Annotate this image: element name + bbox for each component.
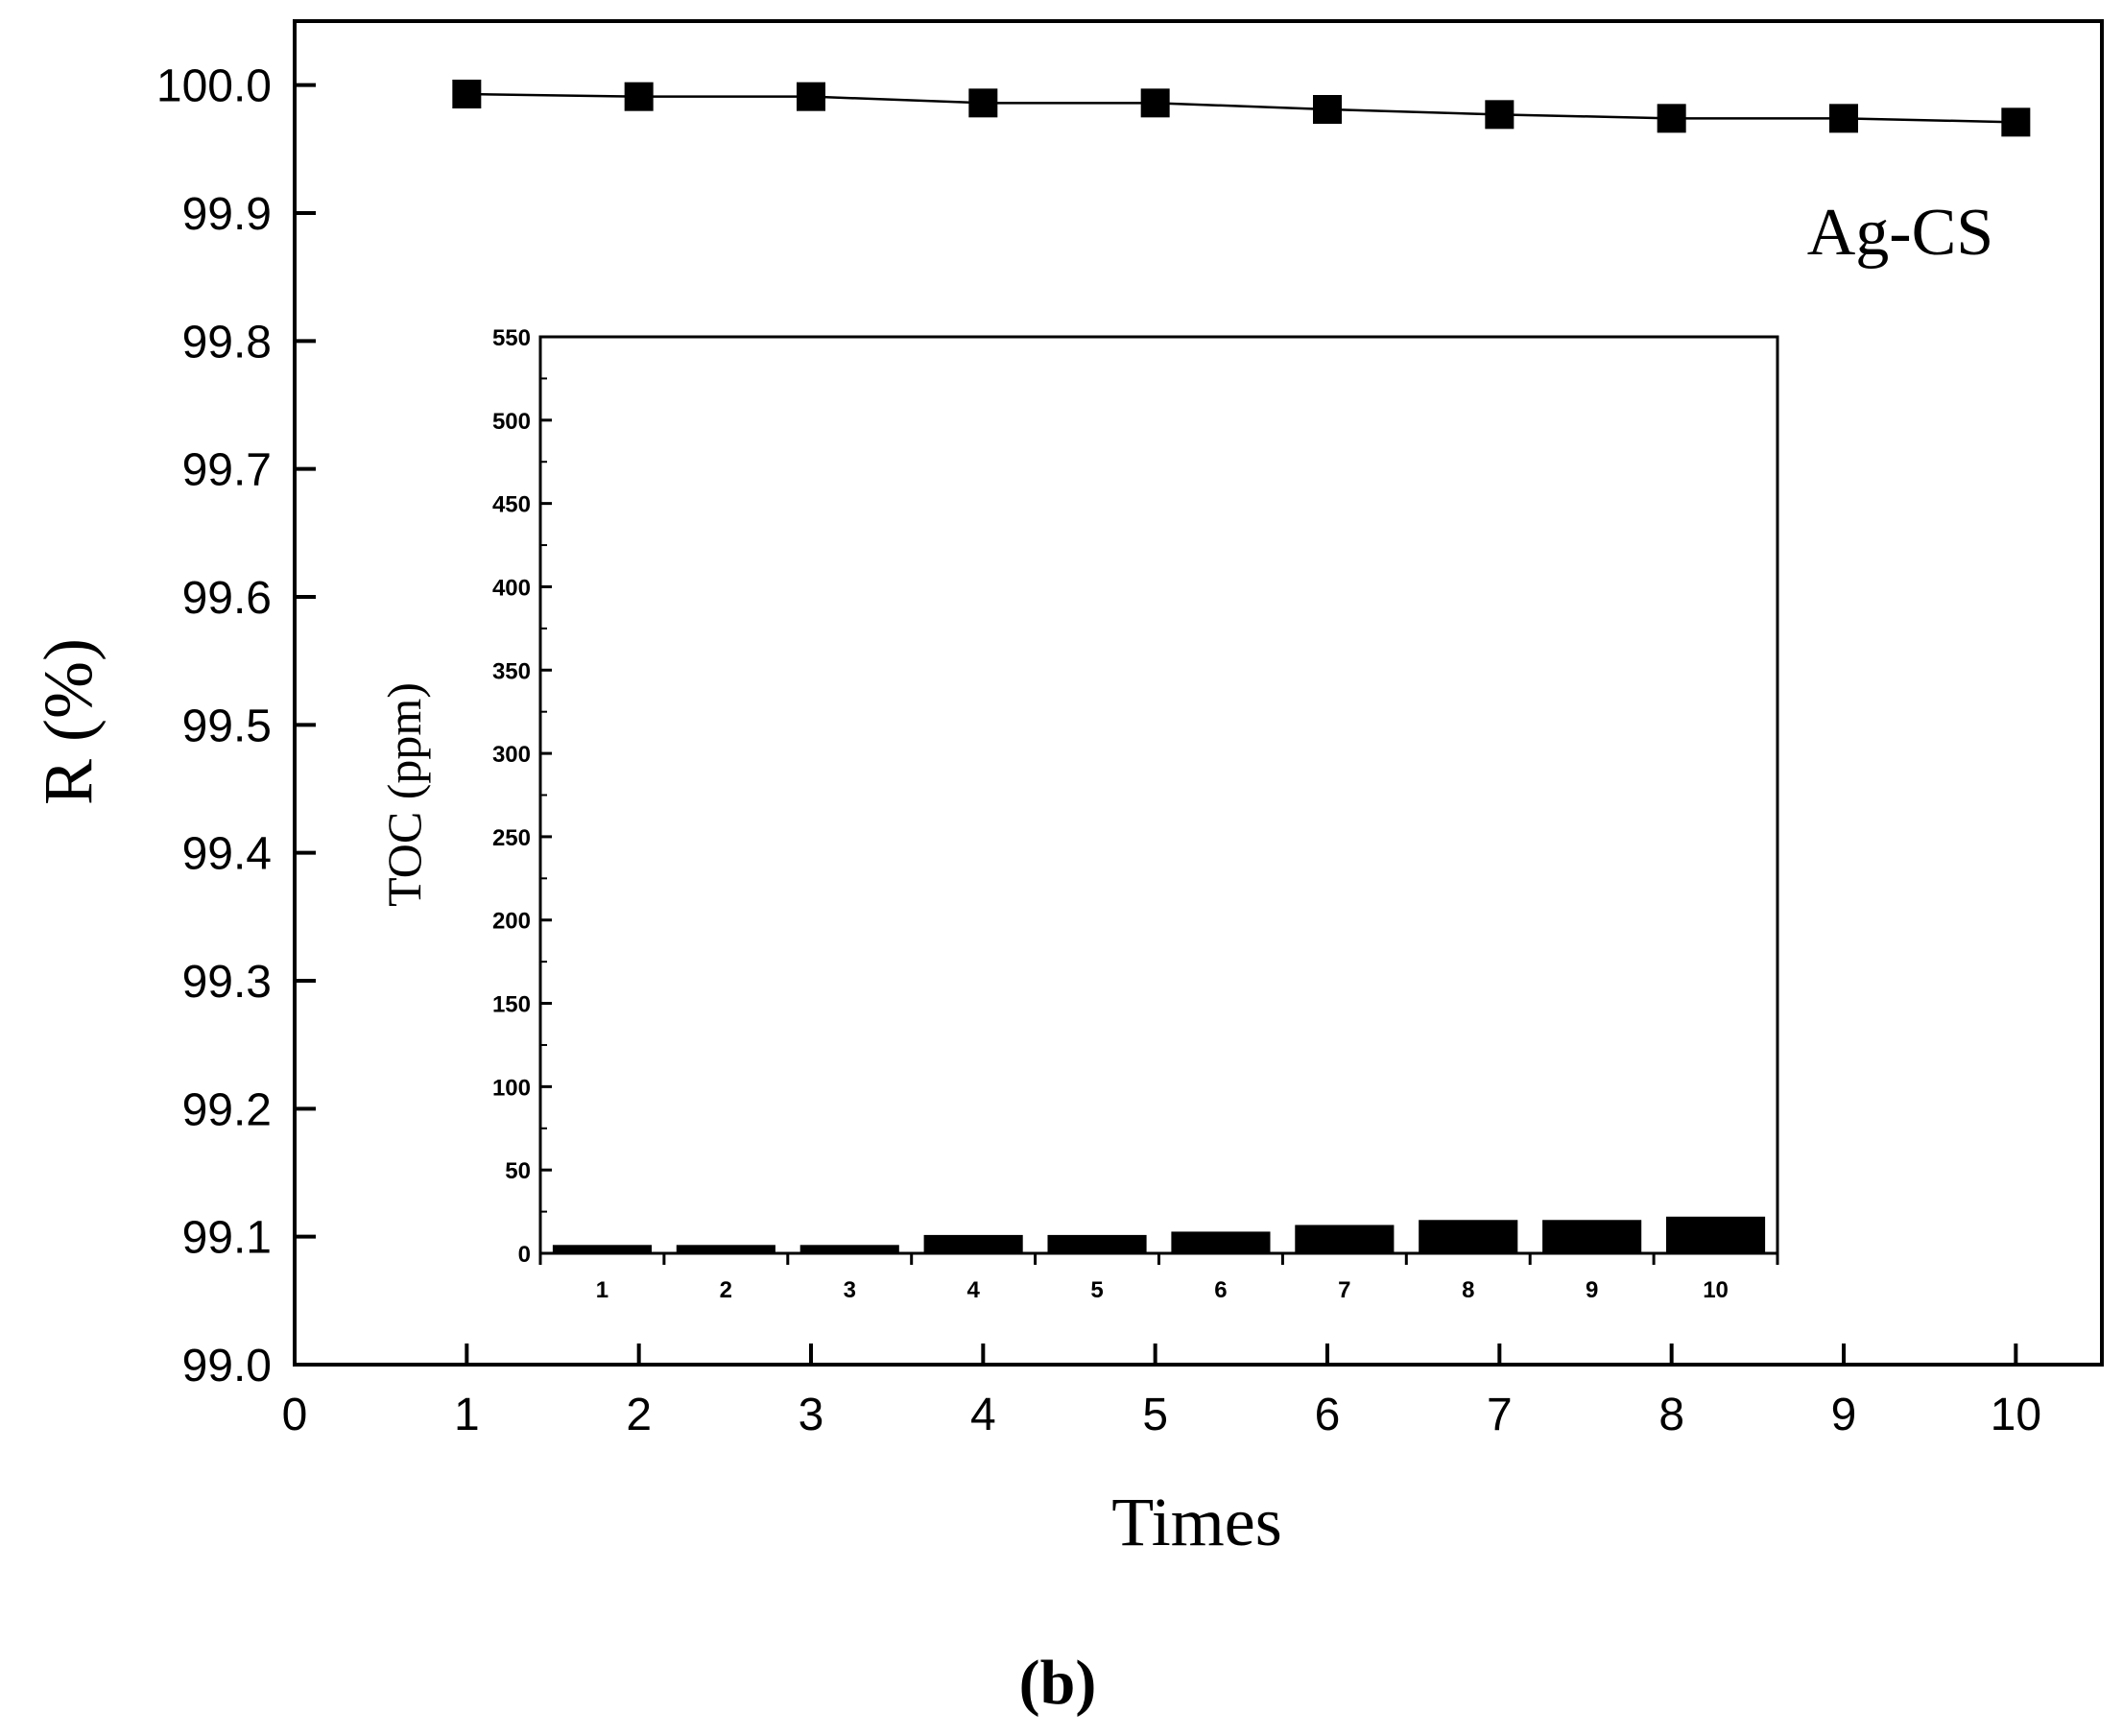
main-y-tick-label: 99.2 (182, 1084, 272, 1135)
main-y-tick-label: 99.5 (182, 701, 272, 751)
inset-bar (1171, 1231, 1271, 1253)
data-point (797, 82, 825, 111)
main-y-axis-label: R (%) (30, 638, 107, 805)
main-y-tick-label: 99.1 (182, 1213, 272, 1264)
data-point (2001, 107, 2031, 137)
inset-x-tick-label: 2 (720, 1277, 732, 1303)
main-y-tick-label: 99.7 (182, 445, 272, 496)
inset-bar (1665, 1216, 1766, 1253)
series-line (466, 92, 2016, 124)
main-x-axis: 0 1 2 3 4 5 6 7 8 9 10 (282, 1344, 2041, 1440)
main-y-tick-label: 99.8 (182, 317, 272, 368)
data-point (1485, 100, 1515, 130)
inset-y-axis-label: TOC (ppm) (377, 682, 431, 907)
inset-x-axis: 1 2 3 4 5 6 7 8 9 10 (538, 1253, 1779, 1303)
inset-x-tick-label: 3 (844, 1277, 856, 1303)
main-y-tick-label: 99.9 (182, 189, 272, 240)
main-series (452, 80, 2031, 137)
inset-x-tick-label: 6 (1214, 1277, 1227, 1303)
inset-y-tick-label: 50 (505, 1158, 531, 1184)
inset-chart: 0 50 100 150 200 250 300 350 400 450 500 550 1 2 3 4 5 6… (377, 325, 1779, 1303)
inset-y-tick-label: 250 (492, 825, 531, 851)
main-x-tick-label: 8 (1658, 1390, 1684, 1440)
data-point (1140, 88, 1170, 118)
inset-x-tick-label: 5 (1090, 1277, 1103, 1303)
inset-y-tick-label: 100 (492, 1075, 531, 1101)
data-point (1657, 104, 1686, 133)
data-point (1313, 95, 1342, 124)
main-x-axis-label: Times (1111, 1484, 1281, 1560)
main-y-tick-label: 100.0 (156, 61, 272, 112)
inset-x-tick-label: 8 (1462, 1277, 1474, 1303)
main-x-tick-label: 5 (1142, 1390, 1168, 1440)
data-point (624, 82, 654, 111)
inset-bar (799, 1245, 899, 1253)
main-x-tick-label: 3 (799, 1390, 824, 1440)
inset-y-tick-label: 450 (492, 492, 531, 518)
inset-bar (1419, 1220, 1518, 1253)
main-x-tick-label: 0 (282, 1390, 308, 1440)
inset-y-tick-label: 550 (492, 325, 531, 351)
inset-x-tick-label: 7 (1338, 1277, 1350, 1303)
series-annotation: Ag-CS (1807, 196, 1993, 270)
inset-bars (552, 1216, 1766, 1253)
inset-x-tick-label: 10 (1703, 1277, 1729, 1303)
main-y-tick-label: 99.3 (182, 957, 272, 1008)
main-x-tick-label: 4 (970, 1390, 996, 1440)
inset-y-tick-label: 0 (518, 1242, 531, 1268)
main-y-axis: 99.0 99.1 99.2 99.3 99.4 99.5 99.6 99.7 99.8 99.9… (156, 61, 316, 1391)
inset-x-tick-label: 4 (966, 1277, 980, 1303)
main-y-tick-label: 99.4 (182, 829, 272, 880)
inset-y-tick-label: 300 (492, 742, 531, 768)
inset-y-tick-label: 200 (492, 909, 531, 935)
main-x-tick-label: 6 (1315, 1390, 1341, 1440)
main-x-tick-label: 1 (454, 1390, 480, 1440)
panel-label: (b) (1019, 1648, 1097, 1718)
main-x-tick-label: 7 (1487, 1390, 1513, 1440)
inset-y-tick-label: 500 (492, 409, 531, 435)
data-point (452, 80, 482, 108)
data-point (968, 88, 998, 118)
inset-bar (552, 1245, 653, 1253)
inset-bar (1047, 1234, 1147, 1253)
inset-x-tick-label: 9 (1586, 1277, 1598, 1303)
inset-y-tick-label: 400 (492, 575, 531, 601)
data-point (1829, 104, 1858, 133)
inset-y-axis: 0 50 100 150 200 250 300 350 400 450 500 550 (492, 325, 552, 1268)
main-y-tick-label: 99.0 (182, 1341, 272, 1391)
inset-plot-frame (538, 335, 1779, 1255)
inset-bar (923, 1234, 1023, 1253)
main-x-tick-label: 10 (1991, 1390, 2041, 1440)
main-y-tick-label: 99.6 (182, 573, 272, 624)
inset-bar (676, 1245, 775, 1253)
inset-y-tick-label: 350 (492, 658, 531, 684)
inset-y-tick-label: 150 (492, 992, 531, 1018)
main-x-tick-label: 2 (626, 1390, 652, 1440)
inset-x-tick-label: 1 (596, 1277, 608, 1303)
main-x-tick-label: 9 (1831, 1390, 1857, 1440)
inset-bar (1542, 1220, 1642, 1253)
inset-bar (1295, 1225, 1395, 1253)
main-plot-frame (293, 19, 2104, 1367)
